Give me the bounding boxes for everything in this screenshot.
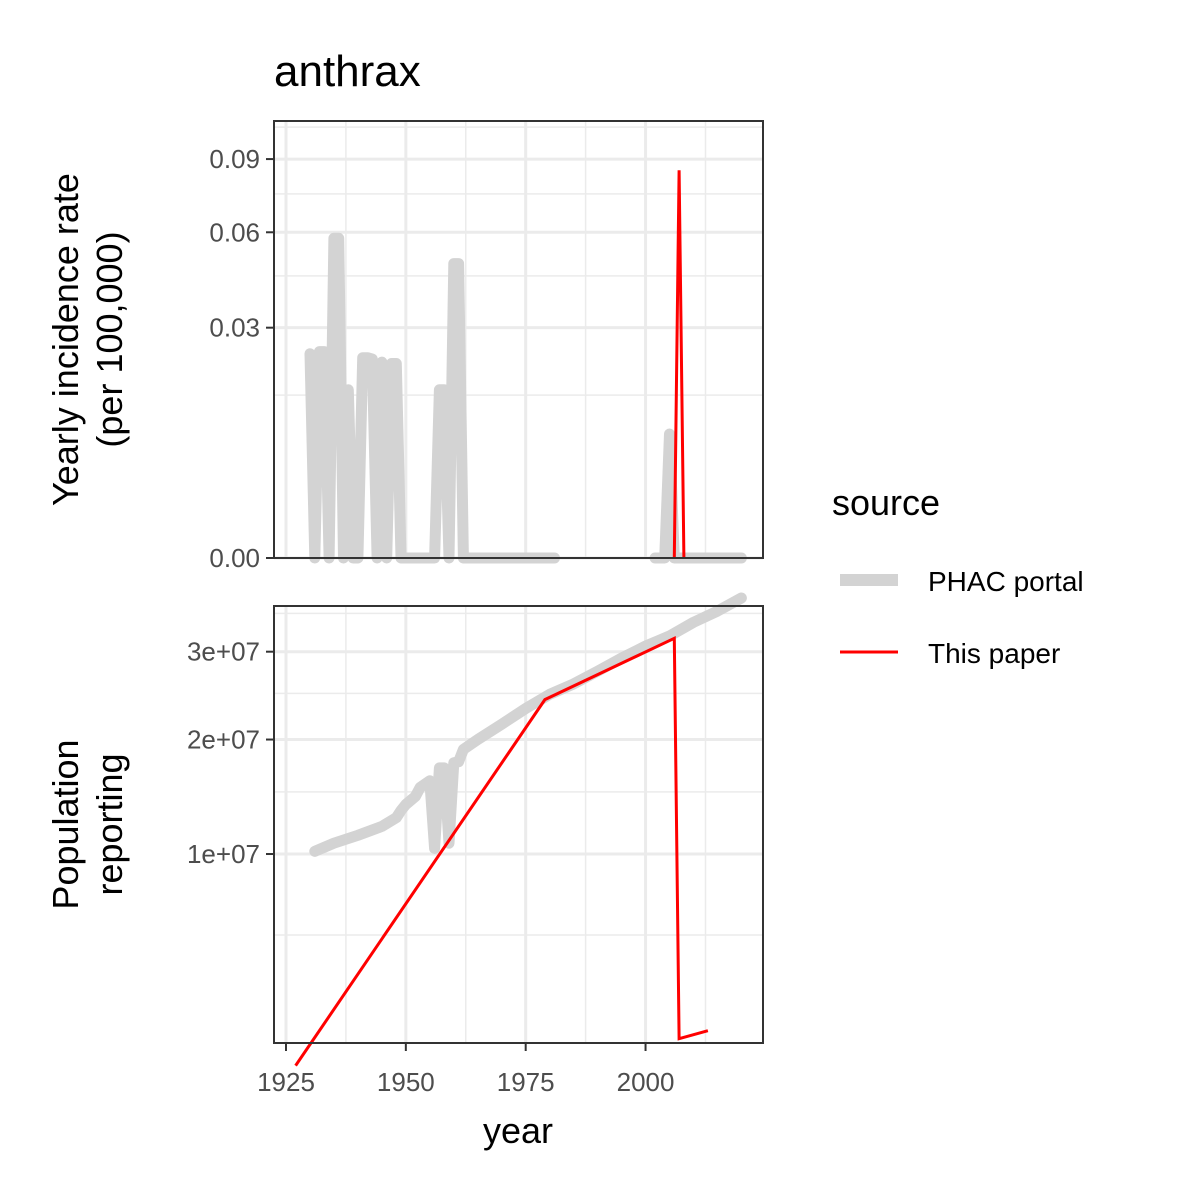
population-series-line-this-paper — [294, 635, 709, 1067]
y-axis-title-line: Yearly incidence rate — [45, 173, 86, 506]
x-tick-label: 1975 — [497, 1067, 555, 1097]
population-series-group — [294, 592, 747, 1067]
y-axis-title-line: (per 100,000) — [89, 231, 130, 447]
incidence-series-line-phac-portal — [304, 232, 560, 564]
population-y-axis: 1e+07 2e+07 3e+07 — [187, 637, 274, 869]
legend-title: source — [832, 482, 940, 523]
population-panel-background — [274, 606, 763, 1043]
population-y-axis-title: Population reporting — [45, 739, 130, 909]
y-tick-label: 0.00 — [209, 543, 260, 573]
chart-title: anthrax — [274, 47, 421, 96]
incidence-y-axis-title: Yearly incidence rate (per 100,000) — [45, 173, 130, 506]
population-panel-border — [273, 605, 764, 1044]
x-axis: 1925 1950 1975 2000 — [257, 1043, 674, 1097]
incidence-series-line-this-paper — [672, 170, 686, 559]
y-axis-title-line: reporting — [89, 753, 130, 895]
y-tick-label: 1e+07 — [187, 839, 260, 869]
x-axis-title: year — [483, 1110, 553, 1151]
incidence-panel-border — [273, 120, 764, 559]
x-tick-label: 2000 — [617, 1067, 675, 1097]
y-tick-label: 0.06 — [209, 217, 260, 247]
y-axis-title-line: Population — [45, 739, 86, 909]
population-series-line-phac-portal — [309, 592, 747, 857]
x-tick-label: 1925 — [257, 1067, 315, 1097]
y-tick-label: 0.03 — [209, 313, 260, 343]
legend: source PHAC portal This paper — [832, 482, 1084, 669]
x-tick-label: 1950 — [377, 1067, 435, 1097]
y-tick-label: 0.09 — [209, 144, 260, 174]
incidence-y-axis: 0.00 0.03 0.06 0.09 — [209, 144, 274, 573]
y-tick-label: 3e+07 — [187, 637, 260, 667]
population-panel: 1e+07 2e+07 3e+07 Population reporting — [45, 592, 764, 1067]
legend-label-this-paper: This paper — [928, 638, 1060, 669]
legend-label-phac-portal: PHAC portal — [928, 566, 1084, 597]
incidence-panel: 0.00 0.03 0.06 0.09 Yearly incidence rate (p… — [45, 120, 764, 573]
y-tick-label: 2e+07 — [187, 725, 260, 755]
